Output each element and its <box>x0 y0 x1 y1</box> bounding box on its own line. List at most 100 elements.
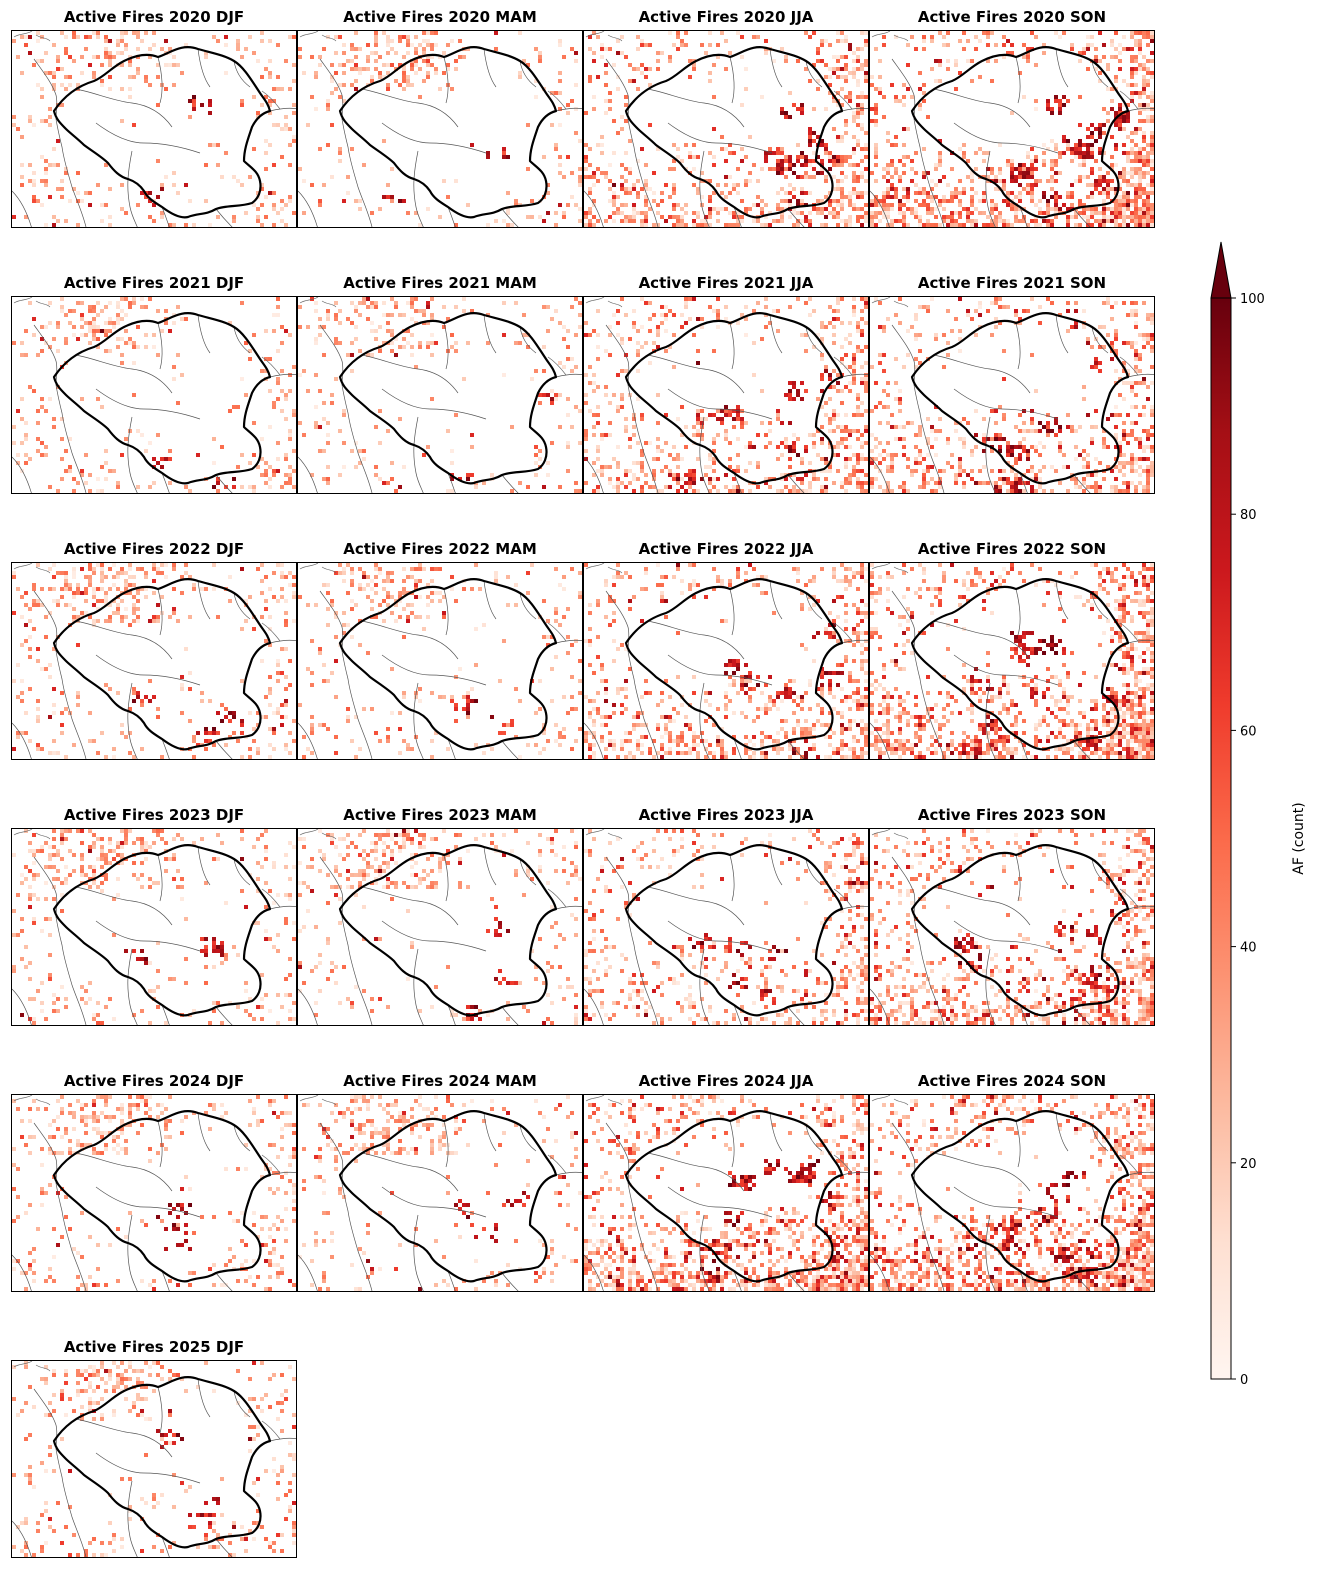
fire-cell <box>780 147 784 151</box>
fire-cell <box>554 211 558 215</box>
fire-cell <box>1146 199 1150 203</box>
fire-cell <box>1010 489 1014 493</box>
fire-cell <box>938 223 942 227</box>
fire-cell <box>596 421 600 425</box>
fire-cell <box>52 575 56 579</box>
fire-cell <box>1154 437 1155 441</box>
fire-cell <box>970 317 974 321</box>
fire-cell <box>1134 369 1138 373</box>
fire-cell <box>96 55 100 59</box>
fire-cell <box>708 477 712 481</box>
fire-hotspot <box>780 111 784 115</box>
fire-cell <box>1142 377 1146 381</box>
fire-hotspot <box>1058 425 1062 429</box>
fire-cell <box>92 329 96 333</box>
fire-cell <box>1102 477 1106 481</box>
fire-cell <box>310 55 314 59</box>
fire-cell <box>942 35 946 39</box>
fire-cell <box>836 203 840 207</box>
fire-cell <box>1102 207 1106 211</box>
fire-cell <box>886 191 890 195</box>
fire-hotspot <box>812 167 816 171</box>
fire-cell <box>632 309 636 313</box>
fire-cell <box>680 159 684 163</box>
fire-cell <box>1002 179 1006 183</box>
fire-cell <box>656 457 660 461</box>
fire-cell <box>40 405 44 409</box>
fire-cell <box>874 405 878 409</box>
fire-cell <box>1050 139 1054 143</box>
fire-cell <box>902 163 906 167</box>
fire-hotspot <box>768 151 772 155</box>
fire-cell <box>72 325 76 329</box>
fire-cell <box>860 381 864 385</box>
fire-cell <box>318 199 322 203</box>
fire-cell <box>954 59 958 63</box>
fire-cell <box>832 445 836 449</box>
fire-cell <box>680 433 684 437</box>
fire-hotspot <box>804 159 808 163</box>
fire-cell <box>1130 345 1134 349</box>
fire-cell <box>502 227 506 228</box>
fire-cell <box>632 433 636 437</box>
fire-cell <box>1142 131 1146 135</box>
fire-cell <box>620 115 624 119</box>
fire-cell <box>978 147 982 151</box>
country-border <box>157 56 163 104</box>
fire-cell <box>212 437 216 441</box>
fire-cell <box>1030 297 1034 301</box>
fire-cell <box>450 39 454 43</box>
fire-cell <box>570 99 574 103</box>
fire-cell <box>40 59 44 63</box>
fire-cell <box>584 211 588 215</box>
fire-cell <box>1146 95 1150 99</box>
fire-cell <box>1090 215 1094 219</box>
fire-cell <box>1082 481 1086 485</box>
fire-hotspot <box>792 449 796 453</box>
fire-cell <box>236 465 240 469</box>
fire-hotspot <box>156 195 160 199</box>
fire-cell <box>20 163 24 167</box>
fire-cell <box>1138 127 1142 131</box>
fire-cell <box>280 219 284 223</box>
fire-cell <box>116 43 120 47</box>
fire-cell <box>52 599 56 603</box>
fire-cell <box>848 473 852 477</box>
fire-cell <box>354 67 358 71</box>
fire-cell <box>958 469 962 473</box>
fire-cell <box>918 305 922 309</box>
fire-cell <box>898 425 902 429</box>
fire-cell <box>836 223 840 227</box>
fire-cell <box>680 43 684 47</box>
fire-cell <box>890 83 894 87</box>
fire-cell <box>550 91 554 95</box>
country-border <box>361 354 459 394</box>
fire-cell <box>624 191 628 195</box>
fire-hotspot <box>800 381 804 385</box>
fire-cell <box>136 325 140 329</box>
fire-cell <box>990 167 994 171</box>
fire-cell <box>252 147 256 151</box>
fire-cell <box>1130 47 1134 51</box>
fire-cell <box>256 191 260 195</box>
fire-cell <box>566 413 570 417</box>
fire-cell <box>562 325 566 329</box>
fire-cell <box>104 39 108 43</box>
fire-cell <box>592 433 596 437</box>
fire-hotspot <box>788 449 792 453</box>
fire-cell <box>852 203 856 207</box>
fire-cell <box>1038 179 1042 183</box>
fire-cell <box>1138 147 1142 151</box>
fire-cell <box>1038 223 1042 227</box>
fire-cell <box>954 211 958 215</box>
fire-cell <box>696 223 700 227</box>
fire-cell <box>828 465 832 469</box>
fire-cell <box>1150 321 1154 325</box>
fire-cell <box>824 151 828 155</box>
fire-cell <box>12 571 16 575</box>
fire-cell <box>1078 211 1082 215</box>
fire-cell <box>570 369 574 373</box>
fire-cell <box>1150 425 1154 429</box>
fire-cell <box>788 421 792 425</box>
fire-cell <box>812 433 816 437</box>
